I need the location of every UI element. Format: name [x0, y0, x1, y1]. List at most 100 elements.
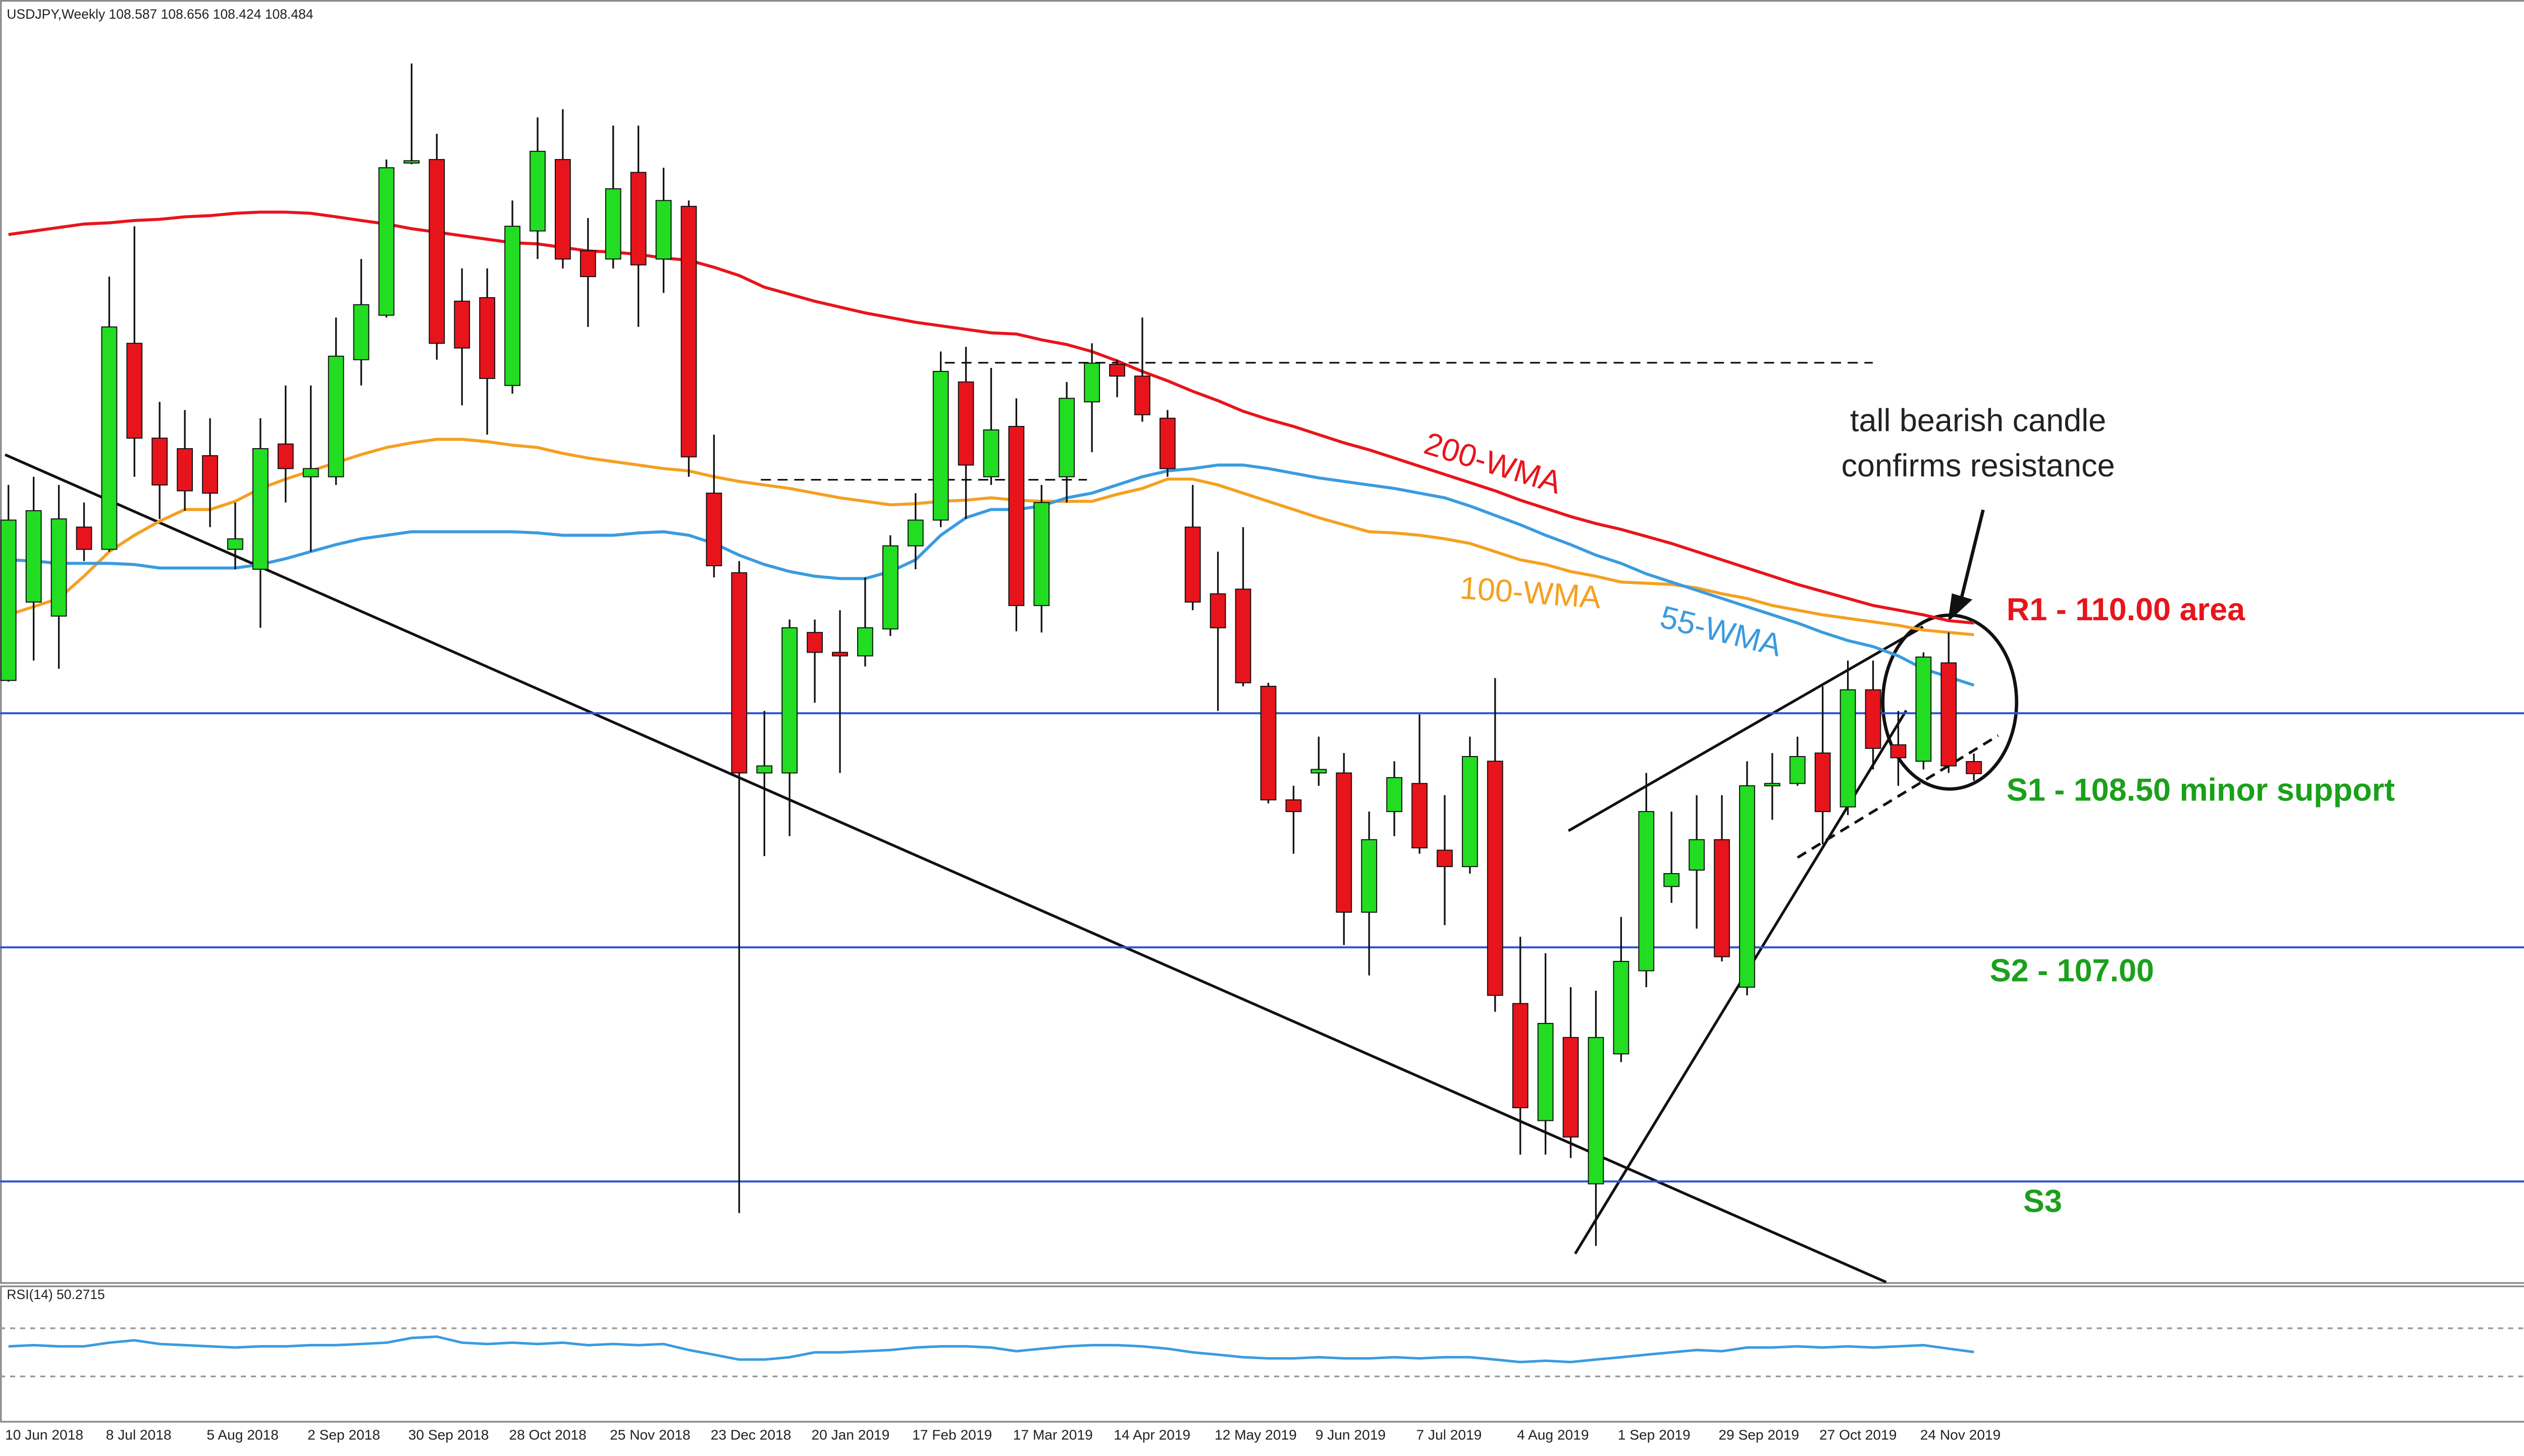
x-tick-label: 14 Apr 2019 [1114, 1427, 1190, 1443]
candle-body [1966, 761, 1982, 774]
candle-body [328, 355, 344, 477]
candle-body [1386, 777, 1403, 813]
candle-body [1437, 849, 1453, 868]
candle-body [504, 226, 520, 386]
candle-body [907, 519, 924, 547]
arrow [1958, 509, 1985, 606]
candle-body [706, 493, 722, 566]
x-tick-label: 17 Mar 2019 [1013, 1427, 1093, 1443]
candle-body [580, 250, 596, 278]
candle-body [151, 438, 168, 486]
x-tick-label: 28 Oct 2018 [509, 1427, 586, 1443]
candle-body [1159, 417, 1176, 469]
ma-line [8, 463, 1975, 687]
candle-body [202, 455, 218, 494]
x-tick-label: 7 Jul 2019 [1416, 1427, 1482, 1443]
candle-body [50, 518, 67, 617]
annotation: S3 [2023, 1183, 2062, 1219]
annotation: R1 - 110.00 area [2007, 592, 2245, 627]
candle-body [25, 510, 42, 603]
candle-body [1890, 744, 1907, 759]
x-tick-label: 2 Sep 2018 [307, 1427, 380, 1443]
candle-body [227, 538, 243, 550]
candle-body [1865, 689, 1881, 749]
x-tick-label: 4 Aug 2019 [1517, 1427, 1589, 1443]
candle-body [252, 448, 269, 570]
x-tick-label: 29 Sep 2019 [1718, 1427, 1799, 1443]
candle-body [0, 519, 17, 681]
candle-body [1714, 839, 1730, 957]
candle-body [1789, 756, 1806, 784]
arrow-head [1948, 593, 1973, 622]
candle-body [479, 297, 496, 379]
candle-body [1537, 1022, 1554, 1121]
candle-body [1411, 783, 1428, 848]
candle-body [1764, 783, 1780, 787]
candle-body [680, 205, 697, 458]
candle-body [605, 188, 621, 260]
x-tick-label: 23 Dec 2018 [711, 1427, 792, 1443]
rsi-line [8, 1335, 1974, 1364]
x-tick-label: 24 Nov 2019 [1920, 1427, 2001, 1443]
x-tick-label: 5 Aug 2018 [206, 1427, 278, 1443]
annotation: S2 - 107.00 [1990, 953, 2154, 988]
candle-body [403, 160, 420, 164]
candle-body [1588, 1037, 1604, 1184]
candle-body [882, 545, 899, 630]
candle-body [1689, 839, 1705, 871]
candle-body [807, 632, 823, 653]
x-tick-label: 20 Jan 2019 [811, 1427, 889, 1443]
candle-body [429, 159, 445, 344]
candle-body [1814, 752, 1831, 813]
price-panel [0, 0, 2524, 1284]
ma-line [8, 210, 1974, 625]
candle-body [756, 765, 773, 774]
candle-body [1008, 425, 1025, 606]
candle-body [1361, 839, 1378, 913]
candle-body [1336, 772, 1352, 913]
candle-body [630, 172, 647, 265]
candle-body [1059, 398, 1075, 477]
x-tick-label: 1 Sep 2019 [1618, 1427, 1691, 1443]
candle-body [1109, 364, 1125, 377]
candle-body [554, 159, 571, 260]
candle-body [1184, 526, 1201, 603]
candle-body [1033, 502, 1050, 606]
candle-body [1739, 785, 1755, 988]
candle-body [1638, 811, 1655, 972]
candle-body [731, 572, 748, 774]
x-tick-label: 8 Jul 2018 [106, 1427, 172, 1443]
candle-body [277, 443, 294, 469]
candle-body [1310, 769, 1327, 774]
candle-body [454, 300, 470, 349]
candle-body [958, 381, 974, 466]
candle-body [101, 326, 118, 550]
candle-body [378, 167, 395, 316]
candle-body [1512, 1003, 1529, 1108]
candle-body [1562, 1037, 1579, 1138]
chart-title: USDJPY,Weekly 108.587 108.656 108.424 10… [7, 7, 313, 22]
candle-body [932, 370, 949, 521]
annotation: S1 - 108.50 minor support [2007, 773, 2395, 808]
candle-body [1663, 873, 1680, 887]
annotation: confirms resistance [1842, 448, 2115, 483]
candle-body [781, 627, 798, 774]
x-tick-label: 17 Feb 2019 [912, 1427, 992, 1443]
candle-body [353, 304, 370, 360]
rsi-panel [0, 1285, 2524, 1423]
trendline [5, 453, 1887, 1283]
x-tick-label: 30 Sep 2018 [408, 1427, 489, 1443]
x-tick-label: 10 Jun 2018 [5, 1427, 83, 1443]
x-tick-label: 27 Oct 2019 [1819, 1427, 1897, 1443]
candle-body [832, 652, 848, 657]
plot: 114.880114.440113.990113.550113.100112.6… [0, 63, 2524, 1443]
candle-body [126, 343, 143, 439]
candle-body [1260, 685, 1277, 800]
x-tick-label: 25 Nov 2018 [610, 1427, 691, 1443]
x-tick-label: 12 May 2019 [1215, 1427, 1297, 1443]
candle-body [857, 627, 873, 657]
candle-body [177, 448, 193, 492]
candle-body [1235, 588, 1251, 683]
